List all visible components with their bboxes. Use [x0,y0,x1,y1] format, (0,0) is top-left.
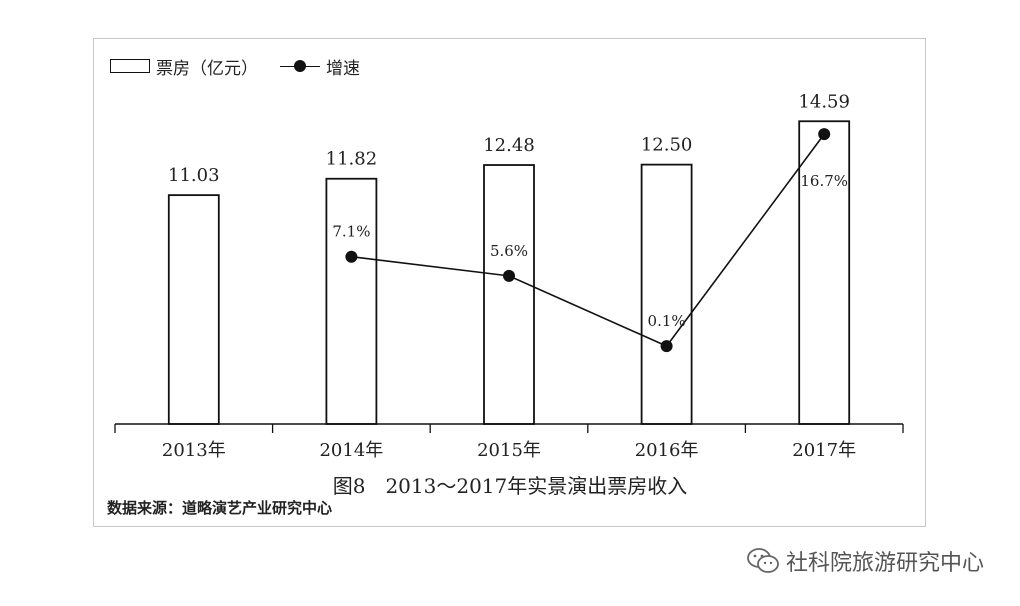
legend-line-swatch [280,60,320,72]
bar-series [167,120,851,425]
x-tick-label: 2014年 [319,440,383,461]
bar-2015年 [483,164,535,425]
x-axis: 2013年 2014年 2015年 2016年 2017年 [114,423,904,461]
growth-value-label: 0.1% [648,312,686,330]
line-series [345,128,831,353]
growth-value-label: 7.1% [332,223,370,241]
legend-item-line: 增速 [280,54,360,79]
growth-point-2015年 [503,269,515,282]
bar-value-label: 14.59 [798,91,850,112]
bar-value-label: 11.03 [168,165,220,186]
figure-caption: 图8 2013～2017年实景演出票房收入 [332,474,688,498]
growth-point-2014年 [345,250,358,263]
data-source: 数据来源：道略演艺产业研究中心 [107,499,333,517]
bar-2017年 [798,120,851,425]
bar-value-label: 12.50 [641,135,693,156]
watermark: 社科院旅游研究中心 [746,545,984,577]
growth-point-2016年 [660,340,673,353]
x-tick-label: 2016年 [635,440,699,461]
wechat-icon [747,548,779,573]
bar-2014年 [325,177,378,425]
data-labels: 11.03 11.82 12.48 12.50 14.59 7.1% 5.6% 0.1% 16.… [168,91,850,330]
bar-2016年 [640,163,693,425]
growth-point-2017年 [818,128,831,141]
bar-value-label: 11.82 [326,149,378,170]
bar-2013年 [167,194,220,425]
x-tick-label: 2017年 [792,440,856,461]
legend-line-label: 增速 [326,58,360,79]
bar-value-label: 12.48 [483,135,535,156]
growth-line [351,133,825,348]
legend: 票房（亿元） 增速 [110,54,382,79]
growth-value-label: 5.6% [490,242,528,260]
watermark-text: 社科院旅游研究中心 [785,551,984,576]
x-tick-label: 2015年 [477,440,541,461]
x-tick-label: 2013年 [162,440,226,461]
legend-bar-swatch [110,59,150,73]
growth-value-label: 16.7% [800,172,848,190]
legend-bar-label: 票房（亿元） [156,58,258,79]
legend-item-bar: 票房（亿元） [110,54,258,79]
